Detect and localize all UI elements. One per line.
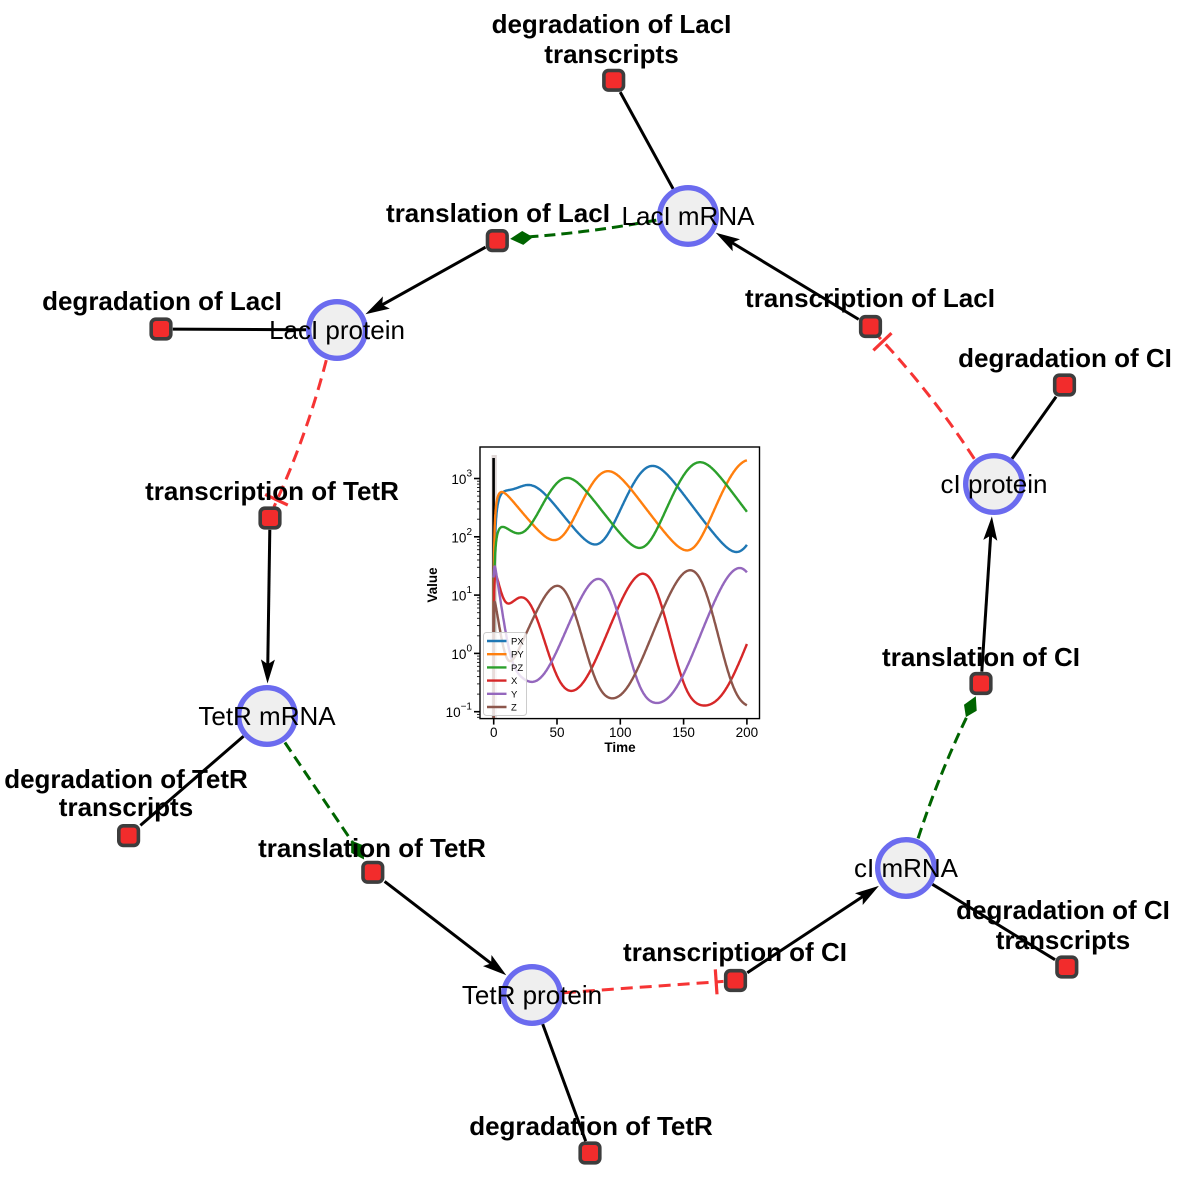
svg-text:degradation of LacI: degradation of LacI [492,9,732,39]
svg-text:translation of LacI: translation of LacI [386,198,610,228]
svg-text:degradation of TetR: degradation of TetR [4,764,248,794]
svg-text:TetR mRNA: TetR mRNA [198,701,336,731]
svg-text:50: 50 [549,725,564,740]
svg-text:degradation of CI: degradation of CI [956,895,1170,925]
svg-text:200: 200 [736,725,759,740]
svg-text:cI protein: cI protein [941,469,1048,499]
svg-text:TetR protein: TetR protein [462,980,602,1010]
svg-text:transcription of CI: transcription of CI [623,937,847,967]
svg-text:PY: PY [511,650,524,661]
svg-text:degradation of CI: degradation of CI [958,343,1172,373]
svg-text:transcripts: transcripts [544,39,678,69]
svg-text:Time: Time [604,740,636,755]
svg-text:PX: PX [511,637,524,648]
svg-text:150: 150 [672,725,695,740]
svg-text:translation of CI: translation of CI [882,642,1080,672]
svg-text:transcription of TetR: transcription of TetR [145,476,399,506]
svg-text:Y: Y [511,689,518,700]
svg-text:X: X [511,676,518,687]
svg-text:100: 100 [609,725,632,740]
svg-text:0: 0 [490,725,498,740]
svg-text:LacI protein: LacI protein [269,315,405,345]
svg-text:translation of TetR: translation of TetR [258,833,486,863]
svg-text:cI mRNA: cI mRNA [854,853,959,883]
svg-text:PZ: PZ [511,663,523,674]
svg-text:Value: Value [425,567,440,603]
svg-text:transcription of LacI: transcription of LacI [745,283,995,313]
svg-text:transcripts: transcripts [996,925,1130,955]
svg-text:LacI mRNA: LacI mRNA [622,201,756,231]
svg-text:transcripts: transcripts [59,792,193,822]
svg-text:degradation of LacI: degradation of LacI [42,286,282,316]
svg-text:Z: Z [511,703,517,714]
svg-text:degradation of TetR: degradation of TetR [469,1111,713,1141]
